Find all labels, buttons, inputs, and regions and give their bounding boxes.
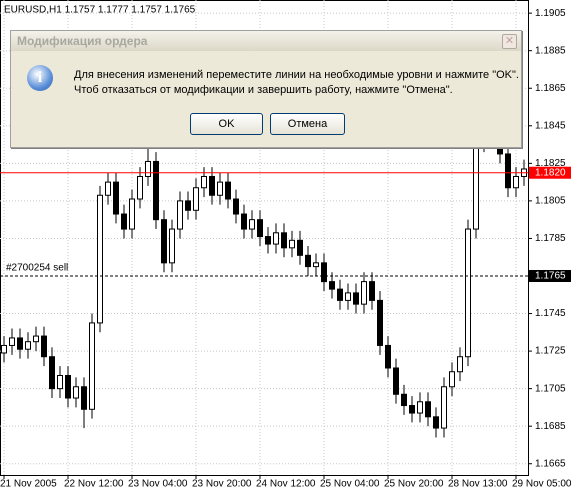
dialog-title: Модификация ордера [11,31,521,51]
candle-body [345,292,351,301]
candle-body [177,200,183,230]
message-line: Для внесения изменений переместите линии… [74,69,519,81]
candle-body [25,341,31,350]
order-name: #2700254 sell [6,263,68,274]
candle-body [377,299,383,346]
x-tick-label: 23 Nov 04:00 [128,479,188,490]
candle-body [505,153,511,189]
candle-body [153,160,159,221]
candle-body [41,335,47,358]
y-tick-label: 1.1825 [535,158,566,169]
candle-body [249,219,255,230]
y-tick-label: 1.1725 [535,346,566,357]
order-price: 1.1765 [535,271,566,282]
y-tick-label: 1.1845 [535,120,566,131]
candle-body [393,367,399,395]
x-tick-label: 28 Nov 13:00 [448,479,508,490]
bid-label: 1.1820 [535,167,566,178]
candle-body [361,281,367,305]
candle-body [105,181,111,196]
candle-body [257,219,263,238]
candle-body [161,219,167,264]
x-tick-label: 24 Nov 12:00 [256,479,316,490]
candle-body [305,254,311,268]
ok-button[interactable]: OK [190,113,263,135]
candle-body [281,232,287,249]
candle-body [433,416,439,429]
close-button[interactable]: ✕ [502,34,517,49]
candle-body [265,236,271,245]
candle-body [217,181,223,196]
candle-body [225,181,231,200]
candle-body [513,175,519,189]
candle-body [121,213,127,230]
candle-body [185,200,191,211]
candle-body [209,175,215,196]
x-tick-label: 23 Nov 20:00 [192,479,252,490]
candle-body [9,337,15,346]
x-tick-label: 21 Nov 2005 [0,479,57,490]
candle-body [353,292,359,305]
candle-body [145,160,151,177]
candle-body [201,175,207,189]
y-tick-label: 1.1785 [535,233,566,244]
candle-body [321,262,327,283]
message-line: Чтоб отказаться от модификации и заверши… [74,84,453,96]
candle-body [441,386,447,429]
candle-body [129,198,135,230]
candle-body [465,228,471,358]
candle-body [57,374,63,390]
candle-body [33,335,39,343]
candle-body [425,401,431,418]
candle-body [401,393,407,407]
candle-body [113,181,119,215]
candle-body [17,337,23,350]
y-tick-label: 1.1905 [535,8,566,19]
cancel-button[interactable]: Отмена [270,113,345,135]
candle-body [233,198,239,215]
x-tick-label: 22 Nov 12:00 [64,479,124,490]
candle-body [97,194,103,324]
dialog-message: Для внесения изменений переместите линии… [74,68,519,98]
candle-body [313,262,319,268]
bid-label-bg [529,166,571,179]
order-label-bg [529,269,571,282]
y-tick-label: 1.1885 [535,45,566,56]
x-tick-label: 29 Nov 05:00 [512,479,571,490]
candle-body [409,405,415,414]
candle-body [449,371,455,388]
candle-body [81,386,87,410]
y-tick-label: 1.1865 [535,83,566,94]
candle-body [369,281,375,301]
candle-body [289,239,295,249]
candle-body [73,386,79,399]
candle-body [385,344,391,369]
candle-body [273,232,279,245]
candle-body [473,142,479,230]
candle-body [1,344,7,354]
y-tick-label: 1.1805 [535,196,566,207]
candle-body [89,322,95,410]
candle-body [169,228,175,264]
dialog: Модификация ордера ✕ i Для внесения изме… [10,30,522,148]
y-tick-label: 1.1705 [535,383,566,394]
candle-body [241,213,247,230]
candle-body [193,187,199,211]
candle-body [65,374,71,399]
y-tick-label: 1.1745 [535,308,566,319]
candle-body [297,239,303,256]
info-icon: i [27,65,53,91]
candle-body [329,281,335,290]
candle-body [457,356,463,373]
candle-body [49,356,55,390]
chart-title: EURUSD,H1 1.1757 1.1777 1.1757 1.1765 [4,5,196,16]
candle-body [337,288,343,301]
candle-body [417,401,423,414]
candle-body [137,175,143,200]
y-tick-label: 1.1685 [535,421,566,432]
x-tick-label: 25 Nov 04:00 [320,479,380,490]
x-tick-label: 25 Nov 20:00 [384,479,444,490]
y-tick-label: 1.1665 [535,458,566,469]
